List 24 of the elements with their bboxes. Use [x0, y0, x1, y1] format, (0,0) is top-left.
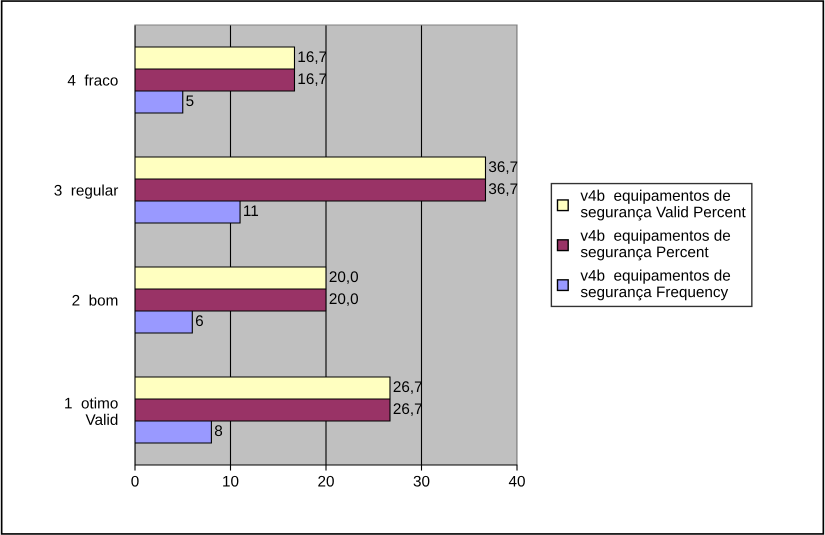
data-label: 26,7	[394, 403, 422, 416]
y-tick-label: 1 otimo Valid	[65, 397, 118, 426]
data-label: 16,7	[298, 73, 326, 86]
data-label: 36,7	[488, 183, 518, 196]
legend-label: v4b equipamentos de segurança Percent	[580, 230, 730, 260]
legend-label: v4b equipamentos de segurança Frequency	[580, 270, 730, 300]
data-label: 20,0	[330, 293, 358, 306]
x-tick-label: 30	[414, 476, 430, 487]
data-label: 16,7	[298, 51, 326, 64]
data-label: 11	[244, 205, 258, 216]
x-tick-label: 20	[318, 476, 334, 487]
x-tick-label: 0	[131, 476, 139, 487]
data-label: 36,7	[488, 161, 518, 174]
data-label: 20,0	[330, 271, 358, 284]
legend-label: v4b equipamentos de segurança Valid Percent	[580, 190, 746, 220]
y-tick-label: 3 regular	[54, 184, 118, 199]
data-label: 6	[196, 315, 203, 326]
y-tick-label: 4 fraco	[68, 74, 118, 86]
x-tick-label: 40	[508, 476, 525, 487]
y-tick-label: 2 bom	[72, 294, 118, 306]
data-label: 5	[186, 95, 194, 106]
data-label: 8	[214, 425, 222, 436]
x-tick-label: 10	[223, 476, 238, 487]
data-label: 26,7	[394, 381, 422, 394]
